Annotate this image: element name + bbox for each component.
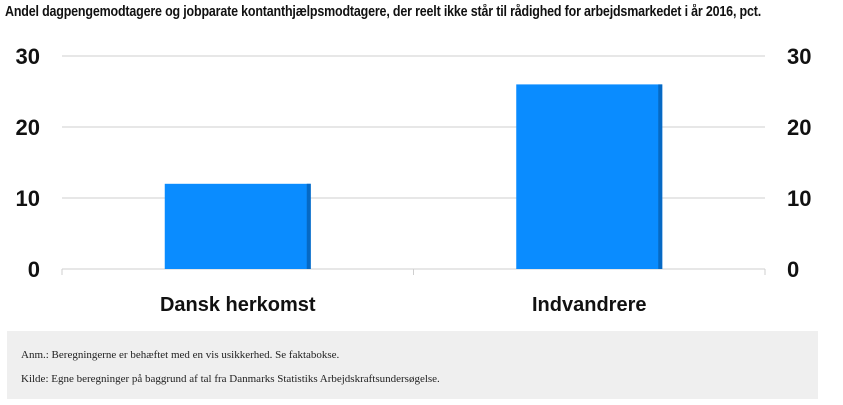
y-axis-left: 0 10 20 30: [16, 44, 40, 282]
bars: [164, 84, 663, 270]
y-tick-label-left: 30: [16, 44, 40, 69]
y-tick-label-right: 0: [787, 257, 799, 282]
bar-chart: 0 10 20 30 0 10 20 30 Dansk herkomst Indvandrer…: [16, 44, 812, 316]
notes-box: Anm.: Beregningerne er behæftet med en v…: [7, 331, 818, 399]
note-kilde: Kilde: Egne beregninger på baggrund af t…: [21, 373, 440, 385]
chart-title: Andel dagpengemodtagere og jobparate kon…: [5, 4, 762, 20]
category-label: Indvandrere: [532, 294, 646, 316]
category-label: Dansk herkomst: [160, 294, 316, 316]
note-anm: Anm.: Beregningerne er behæftet med en v…: [21, 349, 340, 361]
bar: [164, 183, 311, 269]
y-tick-label-right: 30: [787, 44, 811, 69]
y-tick-label-left: 0: [28, 257, 40, 282]
y-axis-right: 0 10 20 30: [787, 44, 811, 282]
x-axis: Dansk herkomst Indvandrere: [160, 294, 647, 316]
y-tick-label-right: 10: [787, 186, 811, 211]
y-tick-label-right: 20: [787, 115, 811, 140]
bar: [516, 84, 663, 270]
y-tick-label-left: 20: [16, 115, 40, 140]
y-tick-label-left: 10: [16, 186, 40, 211]
